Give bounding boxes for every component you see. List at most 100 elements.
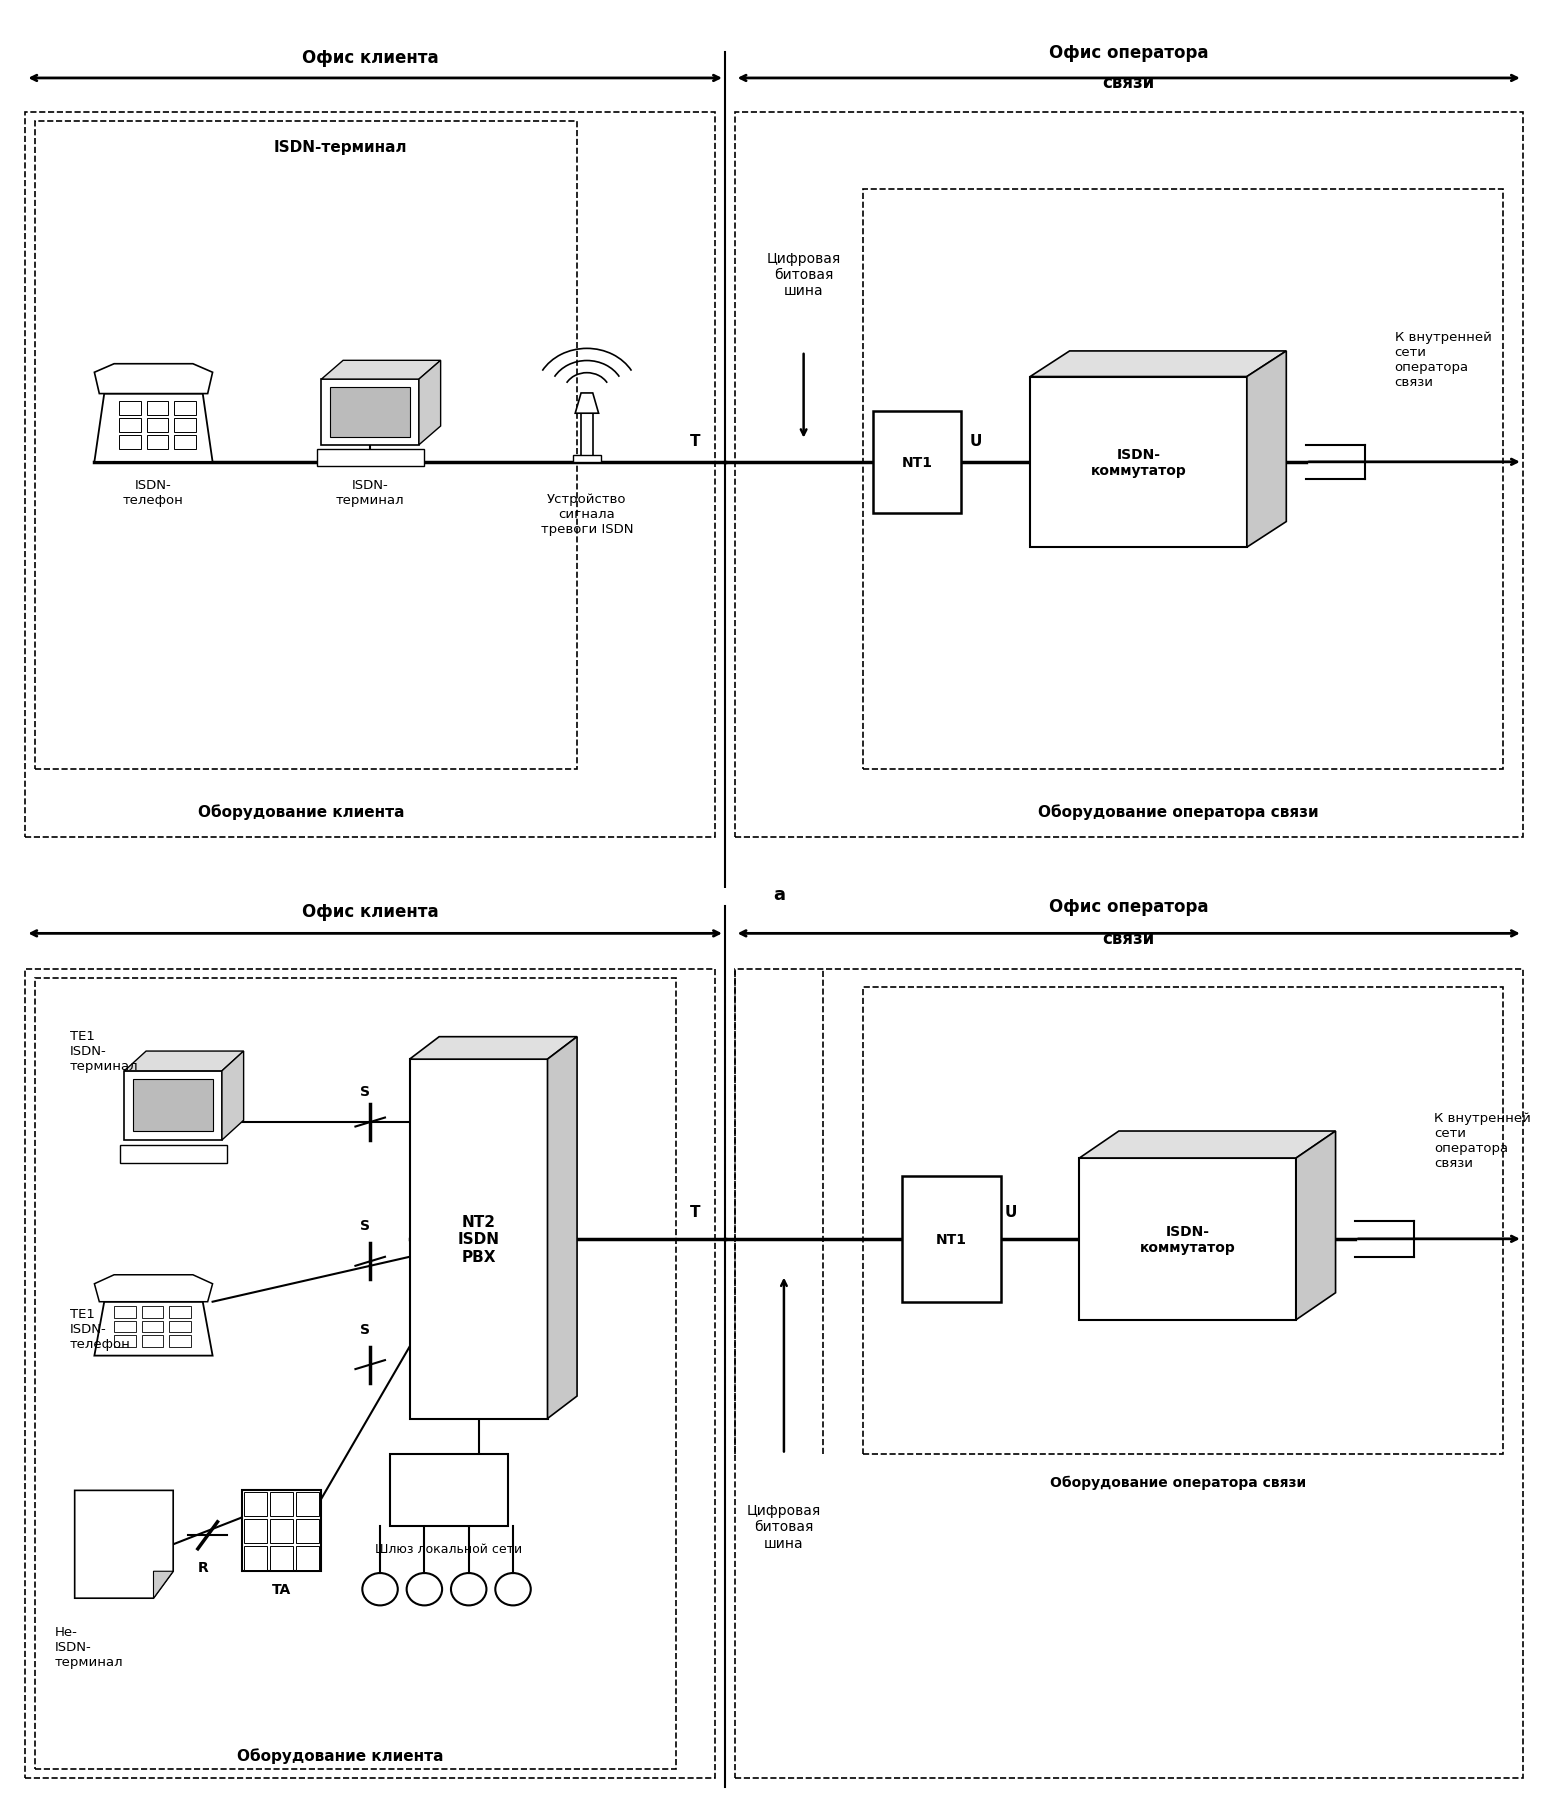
Text: ISDN-
коммутатор: ISDN- коммутатор [1140, 1224, 1235, 1253]
Text: ISDN-
коммутатор: ISDN- коммутатор [1091, 448, 1187, 477]
Text: R: R [198, 1560, 209, 1575]
Polygon shape [575, 394, 598, 414]
Text: Цифровая
битовая
шина: Цифровая битовая шина [767, 252, 841, 297]
Polygon shape [75, 1491, 173, 1598]
Bar [170, 1306, 192, 1319]
Bar [146, 419, 168, 434]
Bar [142, 1321, 164, 1333]
Text: а: а [773, 885, 785, 903]
Text: Оборудование клиента: Оборудование клиента [237, 1747, 444, 1763]
Text: U: U [969, 434, 982, 448]
Polygon shape [410, 1038, 576, 1059]
Circle shape [450, 1573, 486, 1605]
Bar [316, 450, 424, 466]
Bar [243, 1546, 266, 1571]
Text: Оборудование оператора связи: Оборудование оператора связи [1050, 1475, 1306, 1489]
Polygon shape [154, 1571, 173, 1598]
Polygon shape [95, 365, 212, 394]
Text: Цифровая
битовая
шина: Цифровая битовая шина [746, 1504, 821, 1549]
Bar [132, 1079, 213, 1132]
Bar [118, 419, 140, 434]
Text: К внутренней
сети
оператора
связи: К внутренней сети оператора связи [1433, 1112, 1532, 1170]
Polygon shape [1030, 352, 1287, 377]
Text: NT1: NT1 [936, 1232, 968, 1246]
Polygon shape [419, 361, 441, 446]
Bar [142, 1335, 164, 1346]
Text: Оборудование клиента: Оборудование клиента [198, 804, 405, 820]
Bar [581, 414, 592, 463]
Bar [243, 1518, 266, 1544]
Bar [114, 1321, 136, 1333]
Bar [174, 403, 196, 415]
Bar [270, 1546, 293, 1571]
Bar [118, 435, 140, 450]
Text: Оборудование оператора связи: Оборудование оператора связи [1038, 804, 1318, 820]
Bar [1080, 1159, 1296, 1321]
Bar [330, 388, 410, 437]
Bar [872, 412, 961, 513]
Bar [170, 1335, 192, 1346]
Bar [296, 1546, 319, 1571]
Polygon shape [221, 1052, 243, 1141]
Bar [118, 403, 140, 415]
Text: TE1
ISDN-
терминал: TE1 ISDN- терминал [70, 1029, 139, 1072]
Circle shape [495, 1573, 531, 1605]
Bar [296, 1491, 319, 1517]
Bar [146, 435, 168, 450]
Bar [125, 1072, 221, 1141]
Polygon shape [1246, 352, 1287, 548]
Bar [120, 1145, 227, 1163]
Text: Устройство
сигнала
тревоги ISDN: Устройство сигнала тревоги ISDN [541, 492, 633, 535]
Polygon shape [95, 1302, 212, 1355]
Text: Офис оператора: Офис оператора [1049, 44, 1209, 62]
Text: T: T [690, 434, 701, 448]
Text: Шлюз локальной сети: Шлюз локальной сети [375, 1542, 522, 1555]
Bar [174, 419, 196, 434]
Text: NT2
ISDN
PBX: NT2 ISDN PBX [458, 1214, 500, 1264]
Polygon shape [95, 1275, 212, 1302]
Text: S: S [360, 1322, 371, 1335]
Polygon shape [1296, 1132, 1335, 1321]
Bar [390, 1455, 508, 1527]
Circle shape [363, 1573, 397, 1605]
Text: ISDN-
терминал: ISDN- терминал [337, 479, 405, 506]
Bar [170, 1321, 192, 1333]
Polygon shape [125, 1052, 243, 1072]
Bar [573, 455, 601, 463]
Polygon shape [321, 361, 441, 379]
Polygon shape [1080, 1132, 1335, 1159]
Text: S: S [360, 1219, 371, 1234]
Bar [321, 379, 419, 446]
Bar [243, 1491, 266, 1517]
Text: Офис клиента: Офис клиента [302, 902, 438, 920]
Text: U: U [1005, 1204, 1017, 1219]
Bar [142, 1306, 164, 1319]
Text: ISDN-терминал: ISDN-терминал [274, 140, 407, 154]
Bar [241, 1491, 321, 1571]
Text: TA: TA [273, 1582, 291, 1596]
Bar [296, 1518, 319, 1544]
Circle shape [407, 1573, 442, 1605]
Bar [146, 403, 168, 415]
Bar [114, 1335, 136, 1346]
Bar [410, 1059, 547, 1419]
Text: ISDN-
телефон: ISDN- телефон [123, 479, 184, 506]
Bar [1030, 377, 1246, 548]
Text: К внутренней
сети
оператора
связи: К внутренней сети оператора связи [1394, 332, 1491, 390]
Text: TE1
ISDN-
телефон: TE1 ISDN- телефон [70, 1308, 131, 1350]
Bar [902, 1175, 1000, 1302]
Text: связи: связи [1103, 74, 1154, 93]
Polygon shape [547, 1038, 576, 1419]
Text: T: T [690, 1204, 701, 1219]
Polygon shape [95, 394, 212, 463]
Text: связи: связи [1103, 929, 1154, 947]
Bar [174, 435, 196, 450]
Bar [114, 1306, 136, 1319]
Bar [270, 1491, 293, 1517]
Bar [270, 1518, 293, 1544]
Text: Офис клиента: Офис клиента [302, 49, 438, 67]
Text: S: S [360, 1085, 371, 1097]
Text: Офис оператора: Офис оператора [1049, 898, 1209, 916]
Text: Не-
ISDN-
терминал: Не- ISDN- терминал [55, 1625, 123, 1669]
Text: NT1: NT1 [902, 455, 932, 470]
